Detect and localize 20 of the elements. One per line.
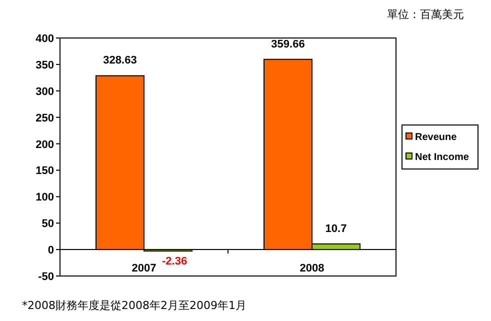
y-tick-label: -50 <box>38 271 54 283</box>
legend-label: Reveune <box>415 132 458 143</box>
data-label: -2.36 <box>162 256 188 268</box>
y-tick-label: 200 <box>36 138 54 151</box>
y-tick-label: 300 <box>36 86 54 98</box>
data-label: 328.63 <box>103 54 137 67</box>
x-tick-label: 2007 <box>132 262 156 275</box>
y-tick-label: 100 <box>36 192 54 204</box>
y-tick-label: 50 <box>42 218 54 230</box>
text: *2008財務年度是從2008年2月至2009年1月 <box>22 299 246 312</box>
text: 單位：百萬美元 <box>387 8 464 21</box>
y-tick-label: 0 <box>48 244 54 257</box>
x-tick-label: 2008 <box>300 262 324 275</box>
y-tick-label: 150 <box>36 165 54 178</box>
data-label: 359.66 <box>271 38 305 50</box>
y-tick-label: 350 <box>36 59 54 72</box>
y-tick-label: 400 <box>36 33 54 45</box>
legend-label: Net Income <box>415 152 470 163</box>
y-tick-label: 250 <box>36 112 54 124</box>
data-label: 10.7 <box>325 222 347 235</box>
